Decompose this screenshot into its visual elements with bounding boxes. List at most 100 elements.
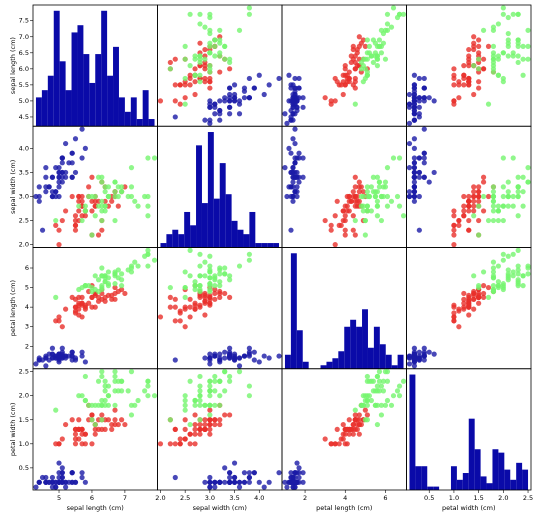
point — [276, 470, 282, 476]
point — [112, 179, 118, 185]
point — [406, 165, 413, 171]
point — [217, 98, 223, 104]
point — [59, 465, 65, 471]
point — [79, 349, 85, 355]
point — [362, 56, 368, 62]
point — [157, 98, 164, 104]
point — [421, 95, 427, 101]
point — [480, 66, 487, 72]
point — [132, 198, 138, 204]
point — [411, 193, 418, 200]
point — [197, 431, 203, 437]
histogram-bar — [427, 486, 434, 490]
point — [167, 284, 173, 291]
y-tick-label: 4.5 — [19, 113, 29, 121]
point — [456, 222, 462, 228]
point — [172, 56, 178, 62]
point — [197, 373, 203, 380]
point — [290, 165, 296, 171]
point — [300, 470, 306, 476]
point — [79, 126, 85, 132]
histogram-bar — [302, 361, 309, 369]
point — [352, 184, 358, 190]
point — [112, 402, 118, 408]
point — [400, 213, 407, 219]
point — [525, 179, 531, 185]
point — [300, 479, 306, 485]
point — [128, 269, 135, 275]
point — [187, 431, 193, 437]
point — [207, 27, 213, 33]
point — [99, 369, 105, 375]
histogram-bar — [468, 418, 475, 490]
point — [406, 355, 413, 361]
point — [348, 59, 354, 66]
point — [456, 324, 462, 330]
point — [112, 281, 118, 287]
point — [328, 441, 334, 447]
point — [476, 43, 482, 49]
histogram-bar — [207, 132, 214, 248]
point — [358, 184, 364, 190]
point — [207, 98, 213, 104]
point — [202, 290, 208, 297]
point — [128, 184, 135, 190]
histogram-bar — [77, 25, 84, 127]
point — [342, 431, 348, 437]
point — [480, 290, 487, 297]
point — [411, 179, 418, 185]
point — [202, 24, 208, 30]
point — [66, 353, 72, 359]
point — [172, 357, 178, 363]
point — [197, 251, 203, 257]
point — [352, 217, 358, 224]
panel — [32, 125, 158, 248]
point — [63, 306, 69, 312]
point — [99, 397, 105, 404]
point — [76, 417, 82, 423]
point — [362, 217, 368, 224]
histogram-bar — [130, 97, 137, 127]
point — [471, 40, 477, 46]
point — [356, 34, 362, 40]
histogram-bar — [190, 225, 197, 248]
point — [207, 292, 213, 299]
point — [187, 304, 193, 310]
point — [79, 155, 85, 161]
point — [217, 479, 223, 485]
point — [348, 198, 354, 204]
histogram-bar — [35, 97, 42, 127]
point — [59, 324, 65, 330]
point — [471, 46, 477, 53]
point — [461, 193, 467, 200]
point — [202, 117, 208, 123]
point — [172, 441, 178, 447]
point — [288, 470, 294, 476]
point — [236, 355, 243, 361]
point — [411, 155, 418, 161]
point — [352, 407, 358, 413]
point — [515, 277, 521, 283]
point — [362, 43, 368, 49]
point — [376, 184, 383, 190]
point — [356, 431, 362, 437]
y-tick-label: 7.5 — [19, 17, 29, 25]
point — [66, 479, 72, 485]
point — [49, 345, 56, 351]
point — [89, 288, 95, 295]
point — [378, 27, 385, 33]
point — [505, 179, 511, 185]
point — [72, 431, 79, 437]
point — [122, 290, 128, 297]
point — [500, 5, 506, 11]
point — [86, 184, 92, 190]
point — [480, 269, 487, 275]
point — [480, 294, 487, 300]
point — [380, 378, 387, 384]
point — [66, 160, 72, 166]
point — [172, 474, 178, 481]
point — [53, 407, 59, 413]
point — [328, 222, 334, 228]
point — [356, 412, 362, 418]
point — [461, 82, 467, 88]
